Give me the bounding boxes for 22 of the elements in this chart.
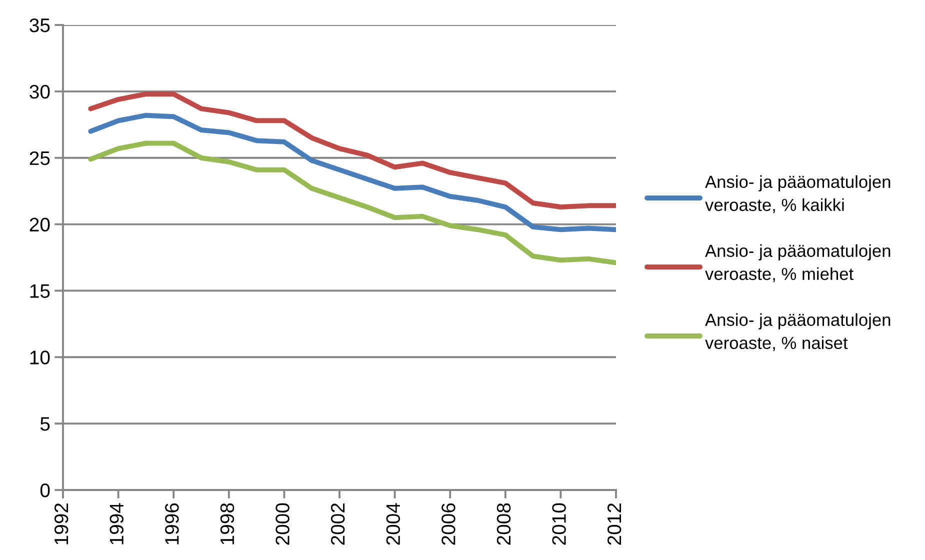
legend-label: Ansio- ja pääomatulojen veroaste, % naiset xyxy=(705,313,890,352)
x-tick-label: 2008 xyxy=(496,503,511,545)
x-tick-label: 2000 xyxy=(276,503,290,545)
y-tick-label: 20 xyxy=(30,218,50,232)
y-tick-label: 10 xyxy=(30,350,50,364)
y-tick-label: 0 xyxy=(40,483,50,498)
y-tick-label: 25 xyxy=(30,151,50,166)
x-tick-label: 2006 xyxy=(442,503,456,545)
legend-label: Ansio- ja pääomatulojen veroaste, % miehet xyxy=(705,244,890,282)
x-tick-label: 2002 xyxy=(330,503,345,545)
y-tick-label: 15 xyxy=(30,284,50,298)
legend-label: Ansio- ja pääomatulojen veroaste, % kaikki xyxy=(705,175,890,214)
x-tick-label: 2012 xyxy=(607,503,622,545)
y-tick-label: 30 xyxy=(30,84,50,99)
x-tick-label: 2010 xyxy=(552,503,566,545)
y-tick-label: 5 xyxy=(40,417,50,431)
y-tick-label: 35 xyxy=(30,18,50,32)
x-tick-label: 1994 xyxy=(110,503,124,544)
x-tick-label: 1998 xyxy=(220,503,234,544)
x-tick-label: 1992 xyxy=(54,503,68,544)
x-tick-label: 2004 xyxy=(386,503,400,545)
x-tick-label: 1996 xyxy=(165,503,179,544)
